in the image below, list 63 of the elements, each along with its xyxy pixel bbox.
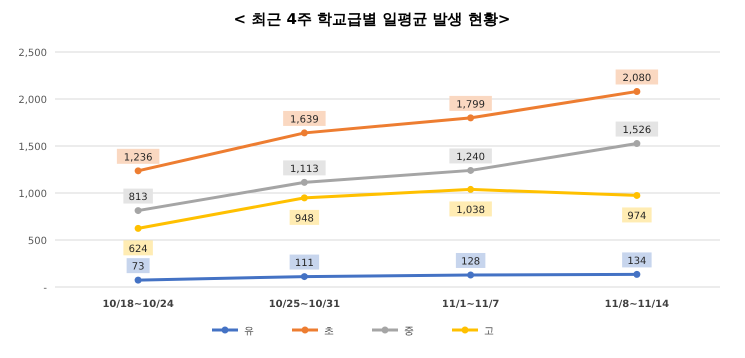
data-label: 1,236 [124, 152, 152, 164]
x-tick-label: 10/25~10/31 [268, 299, 340, 310]
label: 1,240 [449, 148, 492, 164]
point [300, 273, 308, 280]
legend-label: 초 [324, 326, 334, 337]
label: 813 [123, 188, 153, 204]
data-label: 813 [128, 192, 148, 204]
label: 1,236 [116, 148, 160, 164]
data-label: 624 [128, 244, 148, 255]
legend-label: 유 [244, 326, 254, 337]
legend-label: 고 [484, 326, 494, 337]
label: 134 [622, 252, 652, 268]
data-label: 134 [627, 256, 646, 267]
label: 1,639 [283, 110, 326, 126]
point [467, 186, 474, 193]
legend-label: 중 [404, 326, 414, 337]
data-label: 128 [461, 256, 480, 268]
data-label: 1,799 [456, 99, 485, 110]
point [300, 129, 308, 136]
data-label: 1,526 [622, 125, 652, 136]
point [633, 140, 640, 148]
point [134, 224, 142, 232]
point [134, 167, 142, 174]
label: 974 [622, 207, 652, 222]
data-label: 2,080 [622, 72, 652, 84]
y-tick-label: 1,500 [18, 142, 47, 153]
point [134, 207, 142, 214]
label: 948 [290, 210, 320, 225]
x-tick-label: 11/8~11/14 [604, 299, 670, 310]
data-label: 1,038 [456, 204, 485, 216]
data-label: 111 [294, 258, 314, 270]
label: 1,038 [449, 201, 492, 216]
y-tick-label: 1,000 [18, 189, 47, 200]
point [467, 114, 474, 122]
label: 2,080 [616, 69, 658, 84]
label: 111 [290, 254, 320, 270]
point [134, 276, 142, 284]
point [300, 194, 308, 202]
data-label: 1,113 [290, 164, 319, 175]
data-label: 73 [132, 262, 144, 273]
y-tick-label: 2,500 [18, 48, 47, 59]
data-label: 1,639 [290, 114, 319, 126]
label: 1,113 [283, 160, 326, 176]
label: 73 [126, 258, 150, 274]
data-label: 974 [627, 210, 646, 222]
point [467, 166, 474, 174]
data-label: 948 [294, 213, 314, 224]
point [467, 271, 474, 278]
label: 1,799 [449, 96, 492, 111]
data-label: 1,240 [456, 152, 485, 163]
x-tick-label: 10/18~10/24 [102, 299, 174, 310]
label: 128 [456, 252, 486, 268]
x-tick-label: 11/1~11/7 [442, 299, 500, 310]
chart-title: < 최근 4주 학교급별 일평균 발생 현황> [234, 10, 510, 28]
point [300, 178, 308, 186]
y-tick-label: 2,000 [18, 95, 47, 106]
point [633, 88, 640, 95]
y-tick-label: - [43, 283, 48, 294]
point [633, 270, 640, 278]
point [633, 192, 640, 199]
y-tick-label: 500 [28, 236, 47, 247]
label: 1,526 [616, 122, 658, 137]
label: 624 [123, 240, 153, 256]
